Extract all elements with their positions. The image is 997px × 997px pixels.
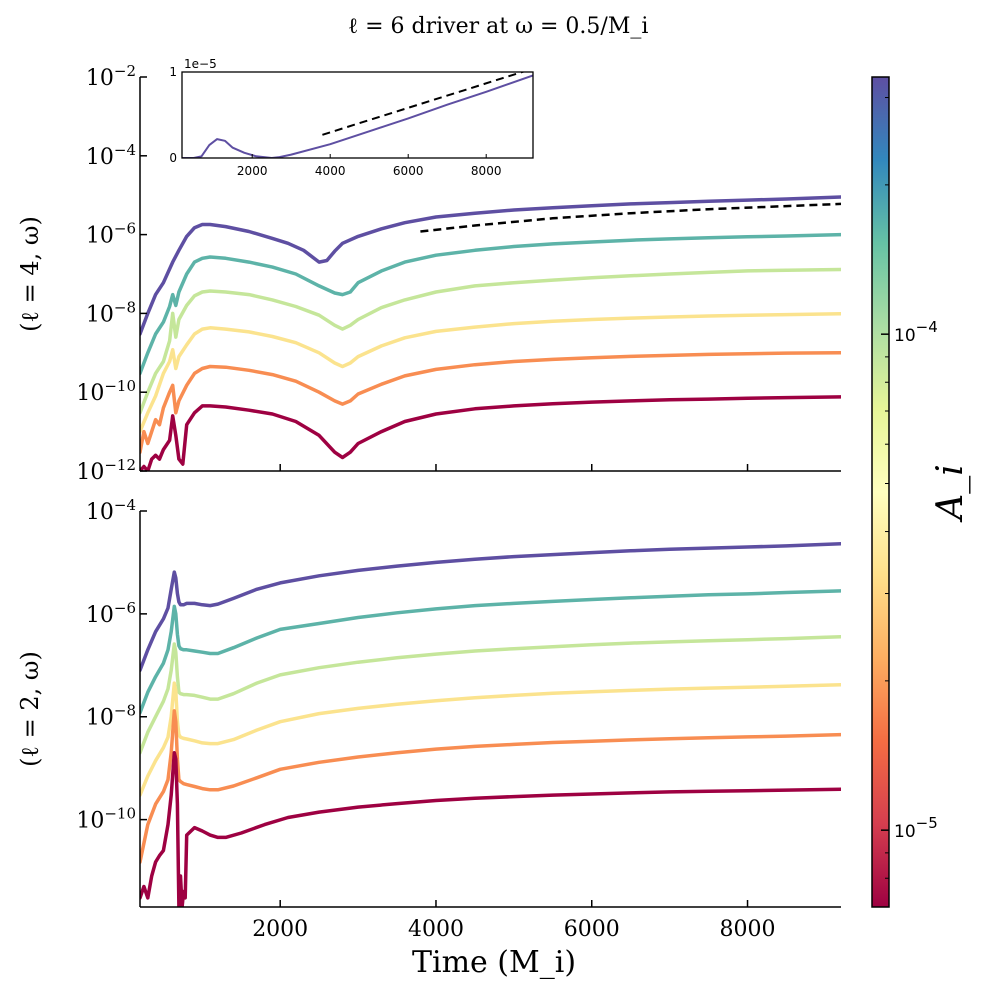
top-series-2 bbox=[140, 267, 841, 415]
inset-offset-label: 1e−5 bbox=[184, 57, 217, 71]
inset-background bbox=[182, 72, 533, 158]
top-ytick-label-0: 10−2 bbox=[86, 62, 136, 91]
bottom-series-4 bbox=[140, 709, 841, 864]
chart-title: ℓ = 6 driver at ω = 0.5/M_i bbox=[348, 14, 649, 39]
colorbar-tick-label-1: 10−5 bbox=[894, 814, 938, 842]
top-axes: 10−2 10−4 10−6 10−8 10−10 10−12 bbox=[76, 62, 841, 485]
inset-ytick-label-1: 1 bbox=[169, 65, 177, 79]
colorbar-label: A_i bbox=[930, 464, 971, 523]
colorbar-ticks: 10−4 10−5 bbox=[881, 97, 938, 908]
bottom-series-2 bbox=[140, 634, 841, 755]
bottom-ytick-label-3: 10−10 bbox=[76, 805, 136, 834]
top-ytick-label-4: 10−10 bbox=[76, 377, 136, 406]
inset-xtick-label-1: 4000 bbox=[315, 164, 346, 178]
inset-xtick-label-0: 2000 bbox=[237, 164, 268, 178]
inset-series-group bbox=[182, 72, 533, 158]
inset-reference-line bbox=[322, 72, 526, 136]
inset-panel: 2000 4000 6000 8000 0 1 1e−5 bbox=[169, 57, 534, 178]
bottom-ytick-label-0: 10−4 bbox=[86, 496, 136, 525]
top-series-5 bbox=[140, 395, 841, 471]
top-reference-line bbox=[420, 202, 841, 233]
bottom-series-5 bbox=[140, 750, 841, 907]
bottom-xtick-label-0: 2000 bbox=[252, 917, 308, 942]
bottom-panel: 10−4 10−6 10−8 10−10 2000 4000 6000 8000 (ℓ = 2… bbox=[16, 496, 841, 980]
top-series-1 bbox=[140, 232, 841, 376]
bottom-ytick-label-2: 10−8 bbox=[86, 702, 136, 731]
top-ytick-label-3: 10−8 bbox=[86, 298, 136, 327]
bottom-series-0 bbox=[140, 542, 841, 673]
colorbar: 10−4 10−5 A_i bbox=[871, 76, 971, 908]
bottom-xtick-label-1: 4000 bbox=[408, 917, 464, 942]
top-ytick-label-1: 10−4 bbox=[86, 141, 136, 170]
top-ytick-label-2: 10−6 bbox=[86, 220, 136, 249]
bottom-xtick-label-3: 8000 bbox=[720, 917, 776, 942]
bottom-series-group bbox=[140, 542, 841, 907]
top-series-4 bbox=[140, 351, 841, 454]
bottom-xtick-label-2: 6000 bbox=[564, 917, 620, 942]
top-panel: 10−2 10−4 10−6 10−8 10−10 10−12 (ℓ = 4, ω) bbox=[16, 62, 841, 485]
top-series-group bbox=[140, 195, 841, 471]
inset-xtick-label-3: 8000 bbox=[471, 164, 502, 178]
bottom-series-1 bbox=[140, 589, 841, 715]
inset-axes: 2000 4000 6000 8000 0 1 1e−5 bbox=[169, 57, 534, 178]
top-series-3 bbox=[140, 311, 841, 434]
inset-xtick-label-2: 6000 bbox=[393, 164, 424, 178]
bottom-series-3 bbox=[140, 681, 841, 797]
bottom-ytick-label-1: 10−6 bbox=[86, 599, 136, 628]
top-y-axis-label: (ℓ = 4, ω) bbox=[16, 216, 44, 332]
inset-frame bbox=[181, 71, 534, 159]
top-series-0 bbox=[140, 195, 841, 336]
x-axis-label: Time (M_i) bbox=[412, 945, 576, 980]
inset-series-0 bbox=[182, 74, 533, 158]
colorbar-gradient bbox=[871, 76, 890, 908]
bottom-axes: 10−4 10−6 10−8 10−10 2000 4000 6000 8000 bbox=[76, 496, 841, 942]
top-ytick-label-5: 10−12 bbox=[76, 456, 136, 485]
colorbar-tick-label-0: 10−4 bbox=[894, 318, 938, 346]
bottom-y-axis-label: (ℓ = 2, ω) bbox=[16, 651, 44, 767]
inset-ytick-label-0: 0 bbox=[169, 151, 177, 165]
